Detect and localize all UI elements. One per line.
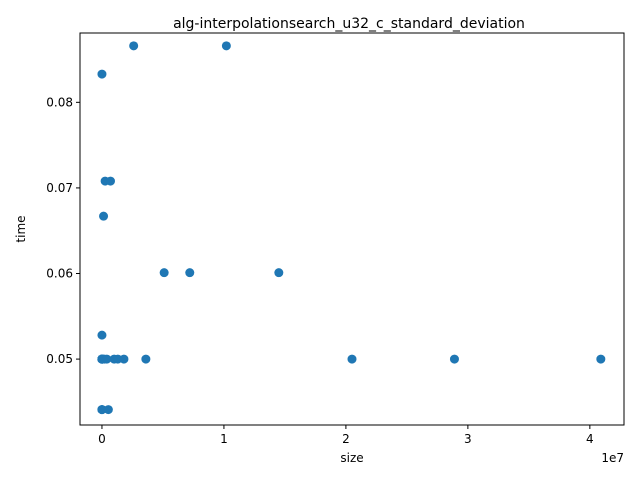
x-tick-label: 2 (342, 432, 350, 446)
axes-frame (79, 32, 625, 426)
data-point (103, 405, 113, 415)
data-point (99, 211, 109, 221)
data-point (347, 354, 357, 364)
y-axis-ticks: 0.05 0.06 0.07 0.08 (46, 95, 80, 366)
y-tick-label: 0.07 (46, 181, 73, 195)
data-point (97, 330, 107, 340)
data-point (274, 268, 284, 278)
x-tick-label: 1 (220, 432, 228, 446)
data-point (141, 354, 151, 364)
data-point (129, 41, 139, 51)
data-point (221, 41, 231, 51)
data-point (105, 176, 115, 186)
x-tick-label: 3 (464, 432, 472, 446)
x-axis-ticks: 0 1 2 3 4 (98, 425, 594, 446)
x-tick-label: 4 (586, 432, 594, 446)
y-tick-label: 0.08 (46, 95, 73, 109)
x-axis-label: size (340, 451, 363, 465)
data-point (185, 268, 195, 278)
x-tick-label: 0 (98, 432, 106, 446)
data-points (97, 41, 606, 415)
chart-title: alg-interpolationsearch_u32_c_standard_d… (173, 16, 525, 32)
y-tick-label: 0.05 (46, 352, 73, 366)
data-point (97, 405, 107, 415)
data-point (97, 69, 107, 79)
data-point (102, 354, 112, 364)
y-tick-label: 0.06 (46, 267, 73, 281)
data-point (449, 354, 459, 364)
x-axis-offset-label: 1e7 (601, 451, 624, 465)
data-point (119, 354, 129, 364)
y-axis-label: time (14, 215, 28, 242)
data-point (596, 354, 606, 364)
data-point (159, 268, 169, 278)
plot-area (80, 33, 624, 425)
